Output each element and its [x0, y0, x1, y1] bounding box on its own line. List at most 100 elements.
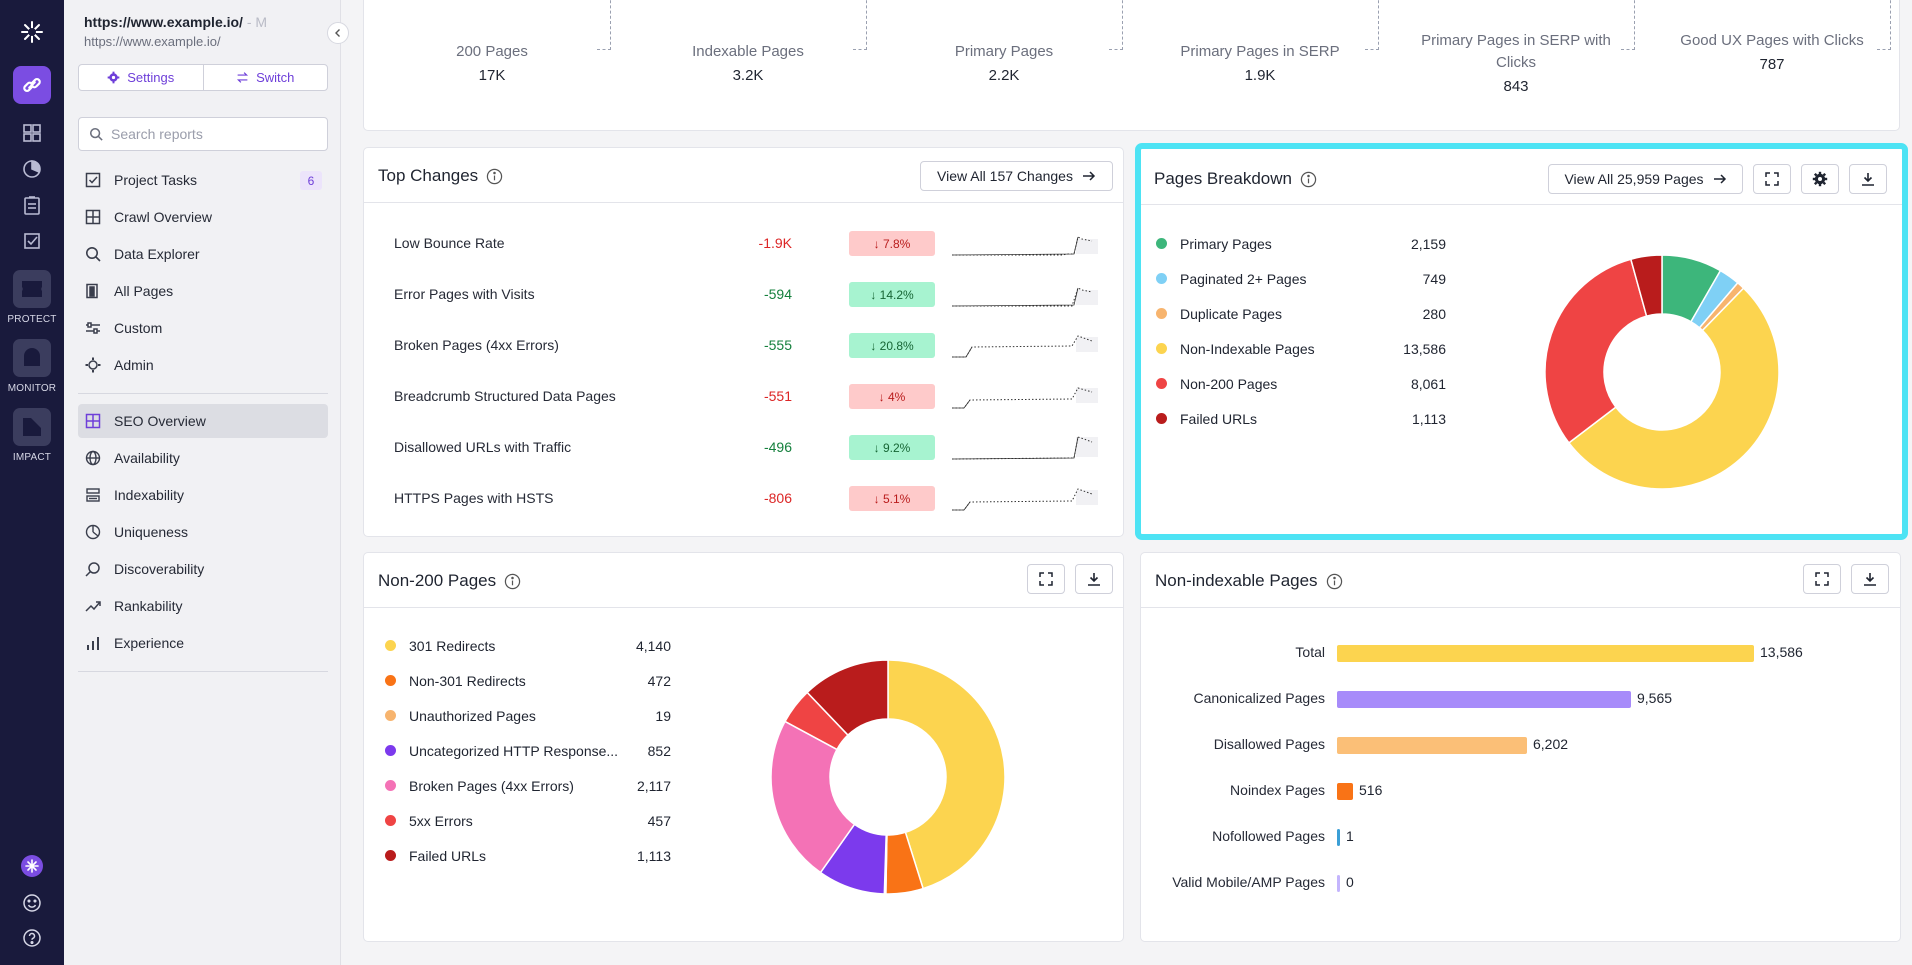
bar-label: Disallowed Pages [1213, 736, 1325, 752]
download-button[interactable] [1851, 564, 1889, 594]
donut-slice[interactable] [1567, 287, 1780, 490]
nav-seo-overview[interactable]: SEO Overview [78, 404, 328, 438]
legend-item[interactable]: Non-200 Pages 8,061 [1156, 366, 1446, 401]
legend-swatch [385, 850, 396, 861]
metric-good-ux-pages[interactable]: Good UX Pages with Clicks 787 [1677, 30, 1867, 73]
gear-icon [84, 356, 102, 374]
legend-item[interactable]: Broken Pages (4xx Errors) 2,117 [385, 768, 671, 803]
smiley-icon[interactable] [22, 893, 42, 916]
expand-button[interactable] [1803, 564, 1841, 594]
nav-discoverability[interactable]: Discoverability [78, 552, 328, 586]
clipboard-icon[interactable] [19, 192, 45, 218]
metric-indexable-pages[interactable]: Indexable Pages 3.2K [653, 41, 843, 84]
expand-button[interactable] [1753, 164, 1791, 194]
expand-button[interactable] [1027, 564, 1065, 594]
legend-item[interactable]: Unauthorized Pages 19 [385, 698, 671, 733]
metric-primary-in-serp[interactable]: Primary Pages in SERP 1.9K [1165, 41, 1355, 84]
bar-label: Valid Mobile/AMP Pages [1172, 874, 1325, 890]
expand-icon [1765, 172, 1779, 186]
nav-all-pages[interactable]: All Pages [78, 274, 328, 308]
metric-primary-in-serp-clicks[interactable]: Primary Pages in SERP with Clicks 843 [1421, 30, 1611, 95]
legend-value: 4,140 [635, 637, 671, 654]
change-row[interactable]: Broken Pages (4xx Errors) -555 ↓ 20.8% [364, 331, 1124, 361]
change-percent-badge: ↓ 5.1% [849, 486, 935, 511]
bar[interactable] [1337, 875, 1340, 892]
view-all-changes-button[interactable]: View All 157 Changes [920, 161, 1113, 191]
bar[interactable] [1337, 737, 1527, 754]
help-icon[interactable] [22, 928, 42, 951]
legend-item[interactable]: 5xx Errors 457 [385, 803, 671, 838]
arrow-right-icon [1713, 174, 1726, 184]
legend-item[interactable]: Uncategorized HTTP Response... 852 [385, 733, 671, 768]
nav-experience[interactable]: Experience [78, 626, 328, 660]
nav-custom[interactable]: Custom [78, 311, 328, 345]
search-input[interactable] [111, 126, 311, 142]
nav-uniqueness[interactable]: Uniqueness [78, 515, 328, 549]
legend-item[interactable]: Non-Indexable Pages 13,586 [1156, 331, 1446, 366]
search-reports[interactable] [78, 117, 328, 151]
change-row[interactable]: Error Pages with Visits -594 ↓ 14.2% [364, 280, 1124, 310]
donut-slice[interactable] [1544, 258, 1648, 444]
collapse-sidebar-button[interactable] [327, 22, 349, 44]
info-icon [504, 573, 521, 589]
non-200-donut[interactable] [768, 657, 1008, 897]
change-value: -496 [763, 439, 792, 455]
donut-slice[interactable] [887, 659, 1006, 890]
view-all-pages-button[interactable]: View All 25,959 Pages [1548, 164, 1743, 194]
product-label: PROTECT [7, 314, 57, 325]
info-icon [486, 168, 503, 184]
legend-swatch [385, 780, 396, 791]
dashboard-icon[interactable] [19, 120, 45, 146]
nav-admin[interactable]: Admin [78, 348, 328, 382]
brand-logo-icon[interactable] [16, 16, 48, 48]
legend-item[interactable]: 301 Redirects 4,140 [385, 628, 671, 663]
legend-swatch [1156, 343, 1167, 354]
metric-primary-pages[interactable]: Primary Pages 2.2K [909, 41, 1099, 84]
settings-button[interactable] [1801, 164, 1839, 194]
pages-breakdown-donut[interactable] [1542, 252, 1782, 492]
change-row[interactable]: Breadcrumb Structured Data Pages -551 ↓ … [364, 382, 1124, 412]
search-icon [89, 127, 103, 141]
bar-value: 0 [1346, 874, 1354, 890]
legend-item[interactable]: Failed URLs 1,113 [1156, 401, 1446, 436]
change-row[interactable]: Low Bounce Rate -1.9K ↓ 7.8% [364, 229, 1124, 259]
product-impact[interactable]: IMPACT [13, 408, 51, 463]
gauge-icon[interactable] [19, 156, 45, 182]
download-button[interactable] [1075, 564, 1113, 594]
donut-slice[interactable] [770, 720, 856, 874]
nav-project-tasks[interactable]: Project Tasks 6 [78, 163, 328, 197]
bar[interactable] [1337, 691, 1631, 708]
change-percent-badge: ↓ 14.2% [849, 282, 935, 307]
change-row[interactable]: Disallowed URLs with Traffic -496 ↓ 9.2% [364, 433, 1124, 463]
product-monitor[interactable]: MONITOR [8, 339, 56, 394]
nav-crawl-overview[interactable]: Crawl Overview [78, 200, 328, 234]
checklist-icon[interactable] [19, 228, 45, 254]
link-app-icon[interactable] [13, 66, 51, 104]
nav-indexability[interactable]: Indexability [78, 478, 328, 512]
bar-value: 1 [1346, 828, 1354, 844]
bar[interactable] [1337, 645, 1754, 662]
donut-slice[interactable] [806, 659, 889, 737]
change-row[interactable]: HTTPS Pages with HSTS -806 ↓ 5.1% [364, 484, 1124, 514]
metric-200-pages[interactable]: 200 Pages 17K [397, 41, 587, 84]
legend-item[interactable]: Duplicate Pages 280 [1156, 296, 1446, 331]
nav-data-explorer[interactable]: Data Explorer [78, 237, 328, 271]
legend-item[interactable]: Failed URLs 1,113 [385, 838, 671, 873]
donut-slice[interactable] [1629, 254, 1663, 318]
product-protect[interactable]: PROTECT [7, 270, 56, 325]
legend-value: 8,061 [1410, 375, 1446, 392]
legend-item[interactable]: Paginated 2+ Pages 749 [1156, 261, 1446, 296]
switch-button[interactable]: Switch [202, 65, 328, 90]
bar-label: Total [1295, 644, 1325, 660]
nav-availability[interactable]: Availability [78, 441, 328, 475]
nav-rankability[interactable]: Rankability [78, 589, 328, 623]
legend-item[interactable]: Non-301 Redirects 472 [385, 663, 671, 698]
brand-mark-icon[interactable] [20, 854, 44, 881]
project-title[interactable]: https://www.example.io/ - M [84, 14, 267, 30]
bar[interactable] [1337, 829, 1340, 846]
download-button[interactable] [1849, 164, 1887, 194]
bar[interactable] [1337, 783, 1353, 800]
settings-button[interactable]: Settings [79, 65, 203, 90]
legend-item[interactable]: Primary Pages 2,159 [1156, 226, 1446, 261]
legend-value: 472 [647, 672, 671, 689]
